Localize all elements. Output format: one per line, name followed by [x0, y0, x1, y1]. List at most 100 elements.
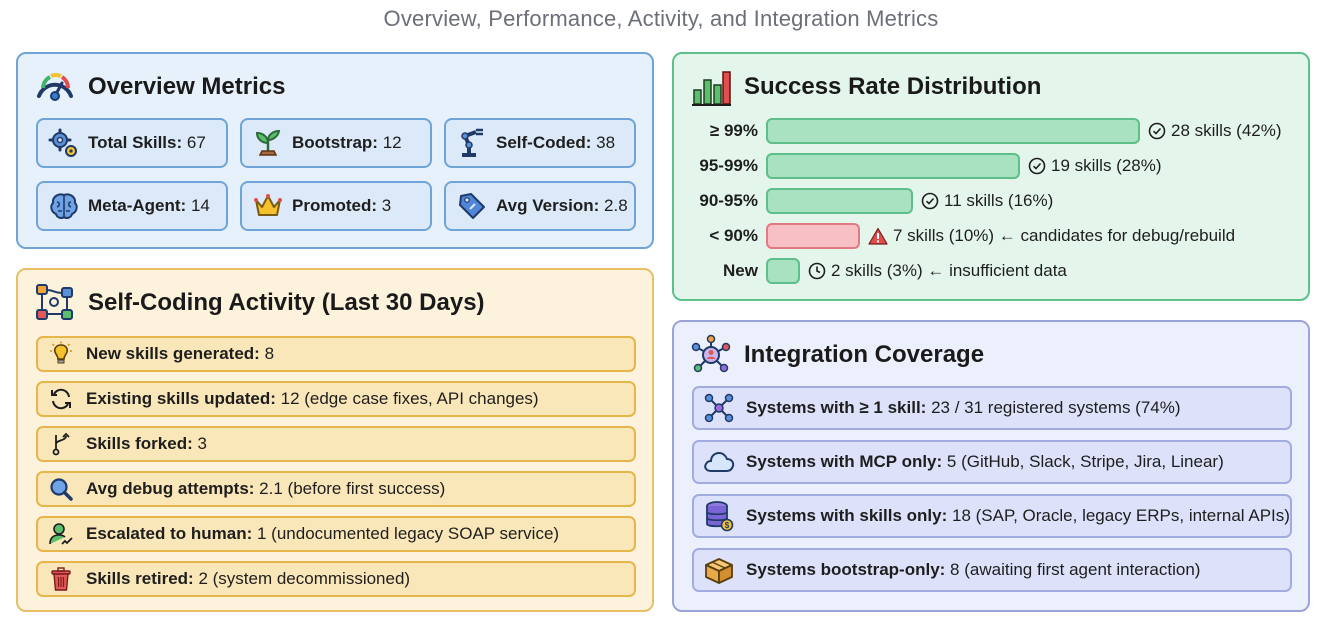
success-bar	[766, 258, 800, 284]
activity-label: New skills generated:	[86, 344, 260, 363]
integration-label: Systems bootstrap-only:	[746, 560, 946, 579]
success-row-label: 95-99%	[699, 156, 758, 175]
success-bar	[766, 223, 860, 249]
person-icon	[49, 523, 73, 545]
fork-icon	[52, 432, 70, 456]
success-row-text: 7 skills (10%) ← candidates for debug/re…	[868, 226, 1235, 246]
activity-row-debug-attempts: Avg debug attempts: 2.1 (before first su…	[36, 471, 636, 507]
activity-value: 2.1 (before first success)	[259, 479, 446, 498]
integration-value: 23 / 31 registered systems (74%)	[931, 398, 1181, 417]
metric-card-avg-version: Avg Version: 2.8	[444, 181, 636, 231]
metric-value: 2.8	[604, 196, 628, 215]
activity-row-new-skills: New skills generated: 8	[36, 336, 636, 372]
success-header: Success Rate Distribution	[690, 66, 1041, 108]
overview-header: Overview Metrics	[34, 66, 285, 108]
success-row-label: 90-95%	[699, 191, 758, 210]
activity-value: 1 (undocumented legacy SOAP service)	[257, 524, 560, 543]
activity-value: 12 (edge case fixes, API changes)	[280, 389, 539, 408]
metric-label: Promoted:	[292, 196, 377, 215]
success-row-label: < 90%	[709, 226, 758, 245]
trash-icon	[51, 567, 71, 591]
metric-label: Meta-Agent:	[88, 196, 187, 215]
integration-label: Systems with skills only:	[746, 506, 948, 525]
metric-card-bootstrap: Bootstrap: 12	[240, 118, 432, 168]
overview-metrics-panel: Overview Metrics Total Skills: 67 Bootst…	[16, 52, 654, 249]
sprout-icon	[255, 129, 281, 156]
metric-value: 12	[382, 133, 402, 152]
activity-title: Self-Coding Activity (Last 30 Days)	[88, 289, 485, 316]
activity-value: 8	[264, 344, 275, 363]
gauge-icon	[37, 73, 73, 101]
integration-row-systems-with-skill: Systems with ≥ 1 skill: 23 / 31 register…	[692, 386, 1292, 430]
lightbulb-icon	[50, 341, 72, 364]
activity-label: Skills forked:	[86, 434, 193, 453]
activity-row-existing-updated: Existing skills updated: 12 (edge case f…	[36, 381, 636, 417]
success-row-value: 28 skills (42%)	[1171, 121, 1282, 140]
robot-arm-icon	[461, 128, 483, 157]
database-icon: $	[706, 501, 734, 532]
activity-row-retired: Skills retired: 2 (system decommissioned…	[36, 561, 636, 597]
success-row-value: 11 skills (16%)	[944, 191, 1054, 210]
metric-label: Avg Version:	[496, 196, 600, 215]
activity-row-forked: Skills forked: 3	[36, 426, 636, 462]
activity-label: Existing skills updated:	[86, 389, 276, 408]
success-row-label: New	[723, 261, 758, 280]
check-circle-icon	[1148, 122, 1166, 140]
activity-label: Escalated to human:	[86, 524, 253, 543]
success-row-value: 2 skills (3%) ← insufficient data	[831, 261, 1067, 280]
activity-header: Self-Coding Activity (Last 30 Days)	[34, 282, 485, 324]
check-circle-icon	[921, 192, 939, 210]
integration-value: 18 (SAP, Oracle, legacy ERPs, internal A…	[951, 506, 1290, 525]
metric-card-total-skills: Total Skills: 67	[36, 118, 228, 168]
network-icon	[704, 393, 734, 423]
success-title: Success Rate Distribution	[744, 73, 1042, 100]
activity-row-escalated: Escalated to human: 1 (undocumented lega…	[36, 516, 636, 552]
integration-title: Integration Coverage	[744, 341, 985, 368]
integration-row-mcp-only: Systems with MCP only: 5 (GitHub, Slack,…	[692, 440, 1292, 484]
activity-label: Avg debug attempts:	[86, 479, 255, 498]
metric-value: 3	[381, 196, 392, 215]
integration-value: 5 (GitHub, Slack, Stripe, Jira, Linear)	[946, 452, 1224, 471]
overview-title: Overview Metrics	[88, 73, 286, 100]
activity-value: 3	[197, 434, 207, 453]
bar-chart-icon	[692, 71, 731, 106]
cloud-icon	[704, 451, 735, 472]
integration-row-bootstrap-only: Systems bootstrap-only: 8 (awaiting firs…	[692, 548, 1292, 592]
success-row-value: 19 skills (28%)	[1051, 156, 1162, 175]
refresh-icon	[51, 388, 71, 410]
svg-text:$: $	[725, 521, 730, 530]
success-row-text: 11 skills (16%)	[921, 191, 1053, 211]
metric-label: Total Skills:	[88, 133, 183, 152]
warning-icon	[868, 227, 888, 245]
success-bar	[766, 188, 913, 214]
workflow-icon	[36, 284, 73, 320]
success-row-text: 28 skills (42%)	[1148, 121, 1282, 141]
integration-coverage-panel: Integration Coverage Systems with ≥ 1 sk…	[672, 320, 1310, 612]
brain-icon	[50, 193, 78, 219]
metric-card-self-coded: Self-Coded: 38	[444, 118, 636, 168]
integration-row-skills-only: $ Systems with skills only: 18 (SAP, Ora…	[692, 494, 1292, 538]
metric-card-promoted: Promoted: 3	[240, 181, 432, 231]
integration-label: Systems with ≥ 1 skill:	[746, 398, 927, 417]
box-icon	[705, 558, 733, 584]
success-rate-panel: Success Rate Distribution ≥ 99% 28 skills…	[672, 52, 1310, 301]
gears-icon	[48, 128, 77, 157]
page-title: Overview, Performance, Activity, and Int…	[383, 6, 939, 31]
tag-icon	[459, 193, 485, 219]
integration-label: Systems with MCP only:	[746, 452, 943, 471]
integration-header: Integration Coverage	[690, 334, 984, 376]
success-bar	[766, 153, 1020, 179]
check-circle-icon	[1028, 157, 1046, 175]
success-row-label: ≥ 99%	[709, 121, 758, 140]
success-row-text: 19 skills (28%)	[1028, 156, 1162, 176]
success-row-value: 7 skills (10%) ← candidates for debug/re…	[893, 226, 1236, 245]
magnifier-icon	[50, 478, 73, 501]
metric-card-meta-agent: Meta-Agent: 14	[36, 181, 228, 231]
crown-icon	[254, 194, 282, 216]
success-bar	[766, 118, 1140, 144]
activity-value: 2 (system decommissioned)	[198, 569, 411, 588]
metric-label: Self-Coded:	[496, 133, 592, 152]
clock-icon	[808, 262, 826, 280]
metric-value: 14	[190, 196, 210, 215]
success-row-text: 2 skills (3%) ← insufficient data	[808, 261, 1067, 281]
